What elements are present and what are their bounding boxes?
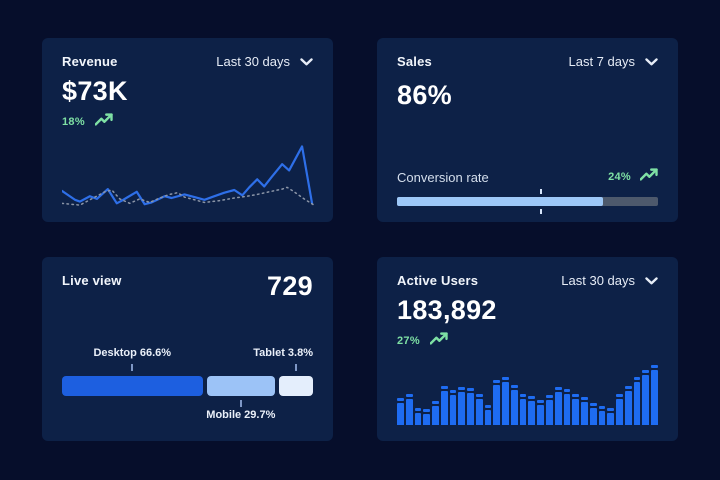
revenue-range-selector[interactable]: Last 30 days	[216, 54, 313, 69]
device-tick-tablet	[295, 364, 298, 371]
device-segment-mobile	[206, 376, 275, 396]
revenue-title: Revenue	[62, 54, 118, 69]
user-bar	[633, 377, 641, 425]
user-bar	[414, 408, 422, 425]
device-label-mobile: Mobile 29.7%	[206, 409, 276, 421]
conversion-progress-fill	[397, 197, 604, 206]
active-users-delta-value: 27%	[397, 334, 420, 347]
revenue-range-label: Last 30 days	[216, 54, 290, 69]
device-segment-tablet	[279, 376, 313, 396]
revenue-value: $73K	[62, 76, 128, 106]
user-bar	[624, 386, 632, 425]
live-view-value: 729	[267, 271, 313, 301]
user-bar	[572, 394, 580, 425]
user-bar	[563, 389, 571, 425]
live-view-card: Live view 729 Desktop 66.6% Mobile 29.7% T…	[42, 257, 333, 441]
user-bar	[467, 388, 474, 425]
device-tick-desktop	[131, 364, 134, 371]
device-tick-mobile	[239, 400, 242, 407]
chevron-down-icon	[645, 276, 658, 285]
active-users-header: Active Users Last 30 days	[397, 273, 658, 288]
revenue-delta-badge: 18%	[62, 113, 313, 131]
active-users-value: 183,892	[397, 295, 497, 325]
active-users-range-label: Last 30 days	[561, 273, 635, 288]
user-bar	[616, 394, 623, 425]
revenue-line-current	[62, 146, 312, 204]
sales-value: 86%	[397, 80, 452, 110]
user-bar	[554, 387, 562, 425]
user-bar	[546, 395, 553, 425]
conversion-row: Conversion rate 24%	[397, 168, 658, 186]
user-bar	[405, 394, 413, 425]
user-bar	[528, 396, 536, 425]
chevron-down-icon	[645, 57, 658, 66]
user-bar	[449, 390, 457, 425]
user-bar	[519, 394, 527, 425]
user-bar	[423, 409, 431, 425]
user-bar	[537, 400, 545, 425]
live-view-title: Live view	[62, 273, 122, 288]
sales-range-selector[interactable]: Last 7 days	[569, 54, 659, 69]
active-users-card: Active Users Last 30 days 183,892 27%	[377, 257, 678, 441]
revenue-card: Revenue Last 30 days $73K 18%	[42, 38, 333, 222]
revenue-chart	[62, 142, 321, 206]
sales-card: Sales Last 7 days 86% Conversion rate 24…	[377, 38, 678, 222]
user-bar	[432, 401, 439, 425]
conversion-label: Conversion rate	[397, 169, 489, 185]
revenue-card-header: Revenue Last 30 days	[62, 54, 313, 69]
device-breakdown-chart: Desktop 66.6% Mobile 29.7% Tablet 3.8%	[62, 347, 313, 425]
progress-marker	[539, 209, 542, 214]
sales-range-label: Last 7 days	[568, 54, 636, 69]
active-users-chart	[397, 363, 658, 425]
user-bar	[607, 408, 615, 425]
user-bar	[581, 397, 588, 425]
device-segment-desktop	[62, 376, 203, 396]
user-bar	[598, 406, 606, 425]
conversion-progress-bar	[397, 189, 658, 214]
user-bar	[642, 370, 650, 425]
user-bar	[458, 387, 466, 425]
active-users-delta-badge: 27%	[397, 332, 658, 350]
user-bar	[475, 394, 483, 425]
trending-up-icon	[429, 332, 448, 350]
device-label-tablet: Tablet 3.8%	[253, 347, 313, 359]
user-bar	[502, 377, 509, 425]
sales-delta-value: 24%	[608, 171, 631, 183]
user-bar	[510, 385, 518, 425]
chevron-down-icon	[300, 57, 313, 66]
conversion-block: Conversion rate 24%	[397, 168, 658, 214]
user-bar	[440, 386, 448, 425]
revenue-line-previous	[62, 187, 314, 205]
revenue-delta-value: 18%	[62, 115, 85, 128]
user-bar	[651, 365, 658, 425]
sales-card-header: Sales Last 7 days	[397, 54, 658, 69]
active-users-range-selector[interactable]: Last 30 days	[561, 273, 658, 288]
device-label-desktop: Desktop 66.6%	[93, 347, 172, 359]
user-bar	[589, 403, 597, 425]
sales-delta-badge: 24%	[608, 168, 658, 186]
trending-up-icon	[94, 113, 113, 131]
user-bar	[484, 405, 492, 425]
progress-marker	[539, 189, 542, 194]
active-users-title: Active Users	[397, 273, 479, 288]
trending-up-icon	[639, 168, 658, 186]
sales-title: Sales	[397, 54, 432, 69]
user-bar	[397, 398, 404, 425]
live-view-header: Live view 729	[62, 273, 313, 300]
user-bar	[493, 380, 501, 425]
